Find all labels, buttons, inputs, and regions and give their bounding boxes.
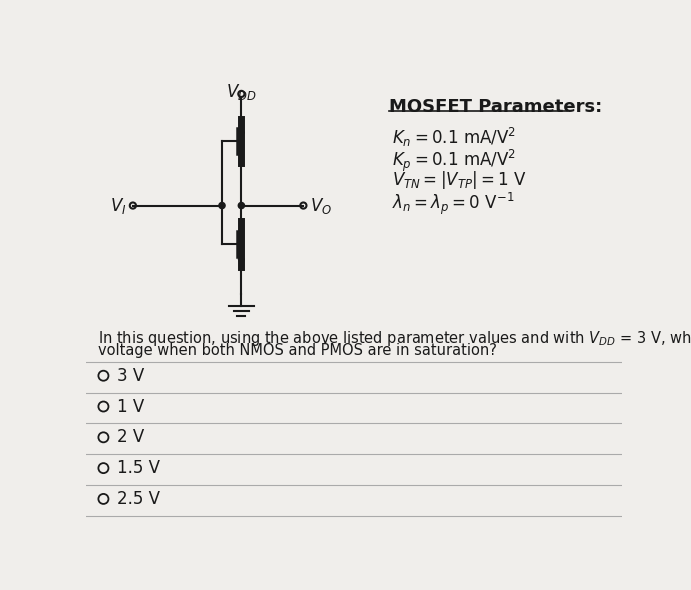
Text: voltage when both NMOS and PMOS are in saturation?: voltage when both NMOS and PMOS are in s…: [98, 343, 497, 358]
Circle shape: [238, 202, 245, 209]
Text: In this question, using the above listed parameter values and with $V_{DD}$ = 3 : In this question, using the above listed…: [98, 329, 691, 348]
Text: 1.5 V: 1.5 V: [117, 459, 160, 477]
Text: 3 V: 3 V: [117, 367, 144, 385]
Text: $V_{TN} = |V_{TP}| = 1\ \mathrm{V}$: $V_{TN} = |V_{TP}| = 1\ \mathrm{V}$: [392, 169, 527, 191]
Text: 1 V: 1 V: [117, 398, 144, 415]
Text: $K_p = 0.1\ \mathrm{mA/V^2}$: $K_p = 0.1\ \mathrm{mA/V^2}$: [392, 148, 516, 174]
Text: $K_n = 0.1\ \mathrm{mA/V^2}$: $K_n = 0.1\ \mathrm{mA/V^2}$: [392, 126, 516, 149]
Text: $V_O$: $V_O$: [310, 195, 332, 215]
Text: 2 V: 2 V: [117, 428, 144, 446]
Circle shape: [219, 202, 225, 209]
Text: MOSFET Parameters:: MOSFET Parameters:: [388, 98, 602, 116]
Text: $V_{DD}$: $V_{DD}$: [226, 81, 257, 101]
Text: $\lambda_n = \lambda_p = 0\ \mathrm{V^{-1}}$: $\lambda_n = \lambda_p = 0\ \mathrm{V^{-…: [392, 191, 515, 217]
Text: $V_I$: $V_I$: [110, 195, 126, 215]
Text: 2.5 V: 2.5 V: [117, 490, 160, 508]
